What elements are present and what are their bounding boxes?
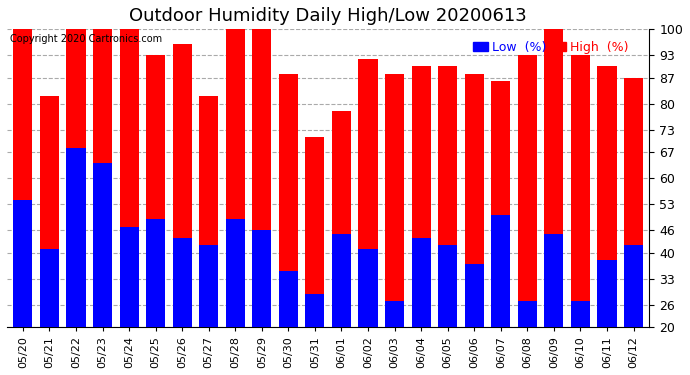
Bar (172, 44, 192, 327)
Bar (119, 226, 139, 327)
Text: Copyright 2020 Cartronics.com: Copyright 2020 Cartronics.com (10, 34, 162, 44)
Bar (518, 301, 537, 327)
Bar (13, 201, 32, 327)
Bar (491, 215, 511, 327)
Bar (226, 29, 245, 327)
Bar (518, 56, 537, 327)
Bar (146, 219, 165, 327)
Legend: Low  (%), High  (%): Low (%), High (%) (469, 36, 633, 58)
Bar (306, 294, 324, 327)
Bar (40, 96, 59, 327)
Bar (598, 260, 617, 327)
Bar (438, 245, 457, 327)
Bar (253, 230, 271, 327)
Bar (411, 238, 431, 327)
Bar (13, 29, 32, 327)
Bar (199, 245, 218, 327)
Bar (146, 56, 165, 327)
Bar (66, 148, 86, 327)
Bar (332, 234, 351, 327)
Bar (544, 234, 564, 327)
Bar (359, 59, 377, 327)
Bar (119, 29, 139, 327)
Bar (491, 81, 511, 327)
Bar (253, 29, 271, 327)
Bar (199, 96, 218, 327)
Bar (40, 249, 59, 327)
Bar (411, 66, 431, 327)
Bar (385, 301, 404, 327)
Bar (306, 137, 324, 327)
Bar (279, 74, 298, 327)
Bar (624, 245, 643, 327)
Bar (226, 219, 245, 327)
Bar (464, 264, 484, 327)
Bar (359, 249, 377, 327)
Bar (624, 78, 643, 327)
Bar (332, 111, 351, 327)
Bar (571, 56, 590, 327)
Bar (438, 66, 457, 327)
Bar (172, 238, 192, 327)
Bar (464, 74, 484, 327)
Bar (544, 29, 564, 327)
Bar (598, 66, 617, 327)
Bar (279, 271, 298, 327)
Title: Outdoor Humidity Daily High/Low 20200613: Outdoor Humidity Daily High/Low 20200613 (129, 7, 527, 25)
Bar (571, 301, 590, 327)
Bar (93, 29, 112, 327)
Bar (66, 29, 86, 327)
Bar (93, 163, 112, 327)
Bar (385, 74, 404, 327)
